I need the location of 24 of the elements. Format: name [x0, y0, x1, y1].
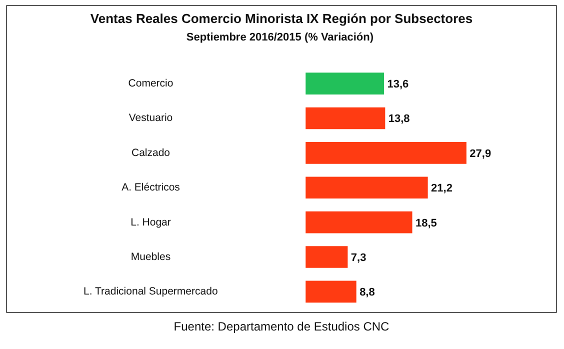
source-note: Fuente: Departamento de Estudios CNC: [174, 320, 390, 334]
y-tick-label: Comercio: [128, 78, 174, 90]
bar: [306, 211, 412, 234]
y-tick-label: L. Tradicional Supermercado: [84, 286, 218, 298]
data-label: 7,3: [350, 252, 366, 264]
data-label: 21,2: [431, 182, 452, 195]
bar: [306, 142, 466, 164]
bar: [306, 72, 384, 94]
y-tick-label: Calzado: [131, 146, 170, 159]
bar: [306, 107, 386, 130]
chart-title: Ventas Reales Comercio Minorista IX Región por Subsectores: [90, 10, 473, 26]
data-label: 27,9: [470, 148, 492, 160]
bar: [306, 280, 356, 303]
data-label: 13,6: [387, 78, 409, 91]
y-tick-label: Muebles: [130, 250, 171, 263]
bar: [306, 246, 348, 268]
y-tick-label: Vestuario: [128, 112, 173, 124]
y-tick-label: L. Hogar: [130, 216, 172, 228]
chart-subtitle: Septiembre 2016/2015 (% Variación): [186, 31, 374, 44]
data-label: 18,5: [415, 217, 437, 230]
y-tick-label: A. Eléctricos: [122, 182, 180, 194]
bar: [306, 176, 428, 199]
data-label: 8,8: [360, 286, 375, 299]
data-label: 13,8: [388, 113, 410, 126]
